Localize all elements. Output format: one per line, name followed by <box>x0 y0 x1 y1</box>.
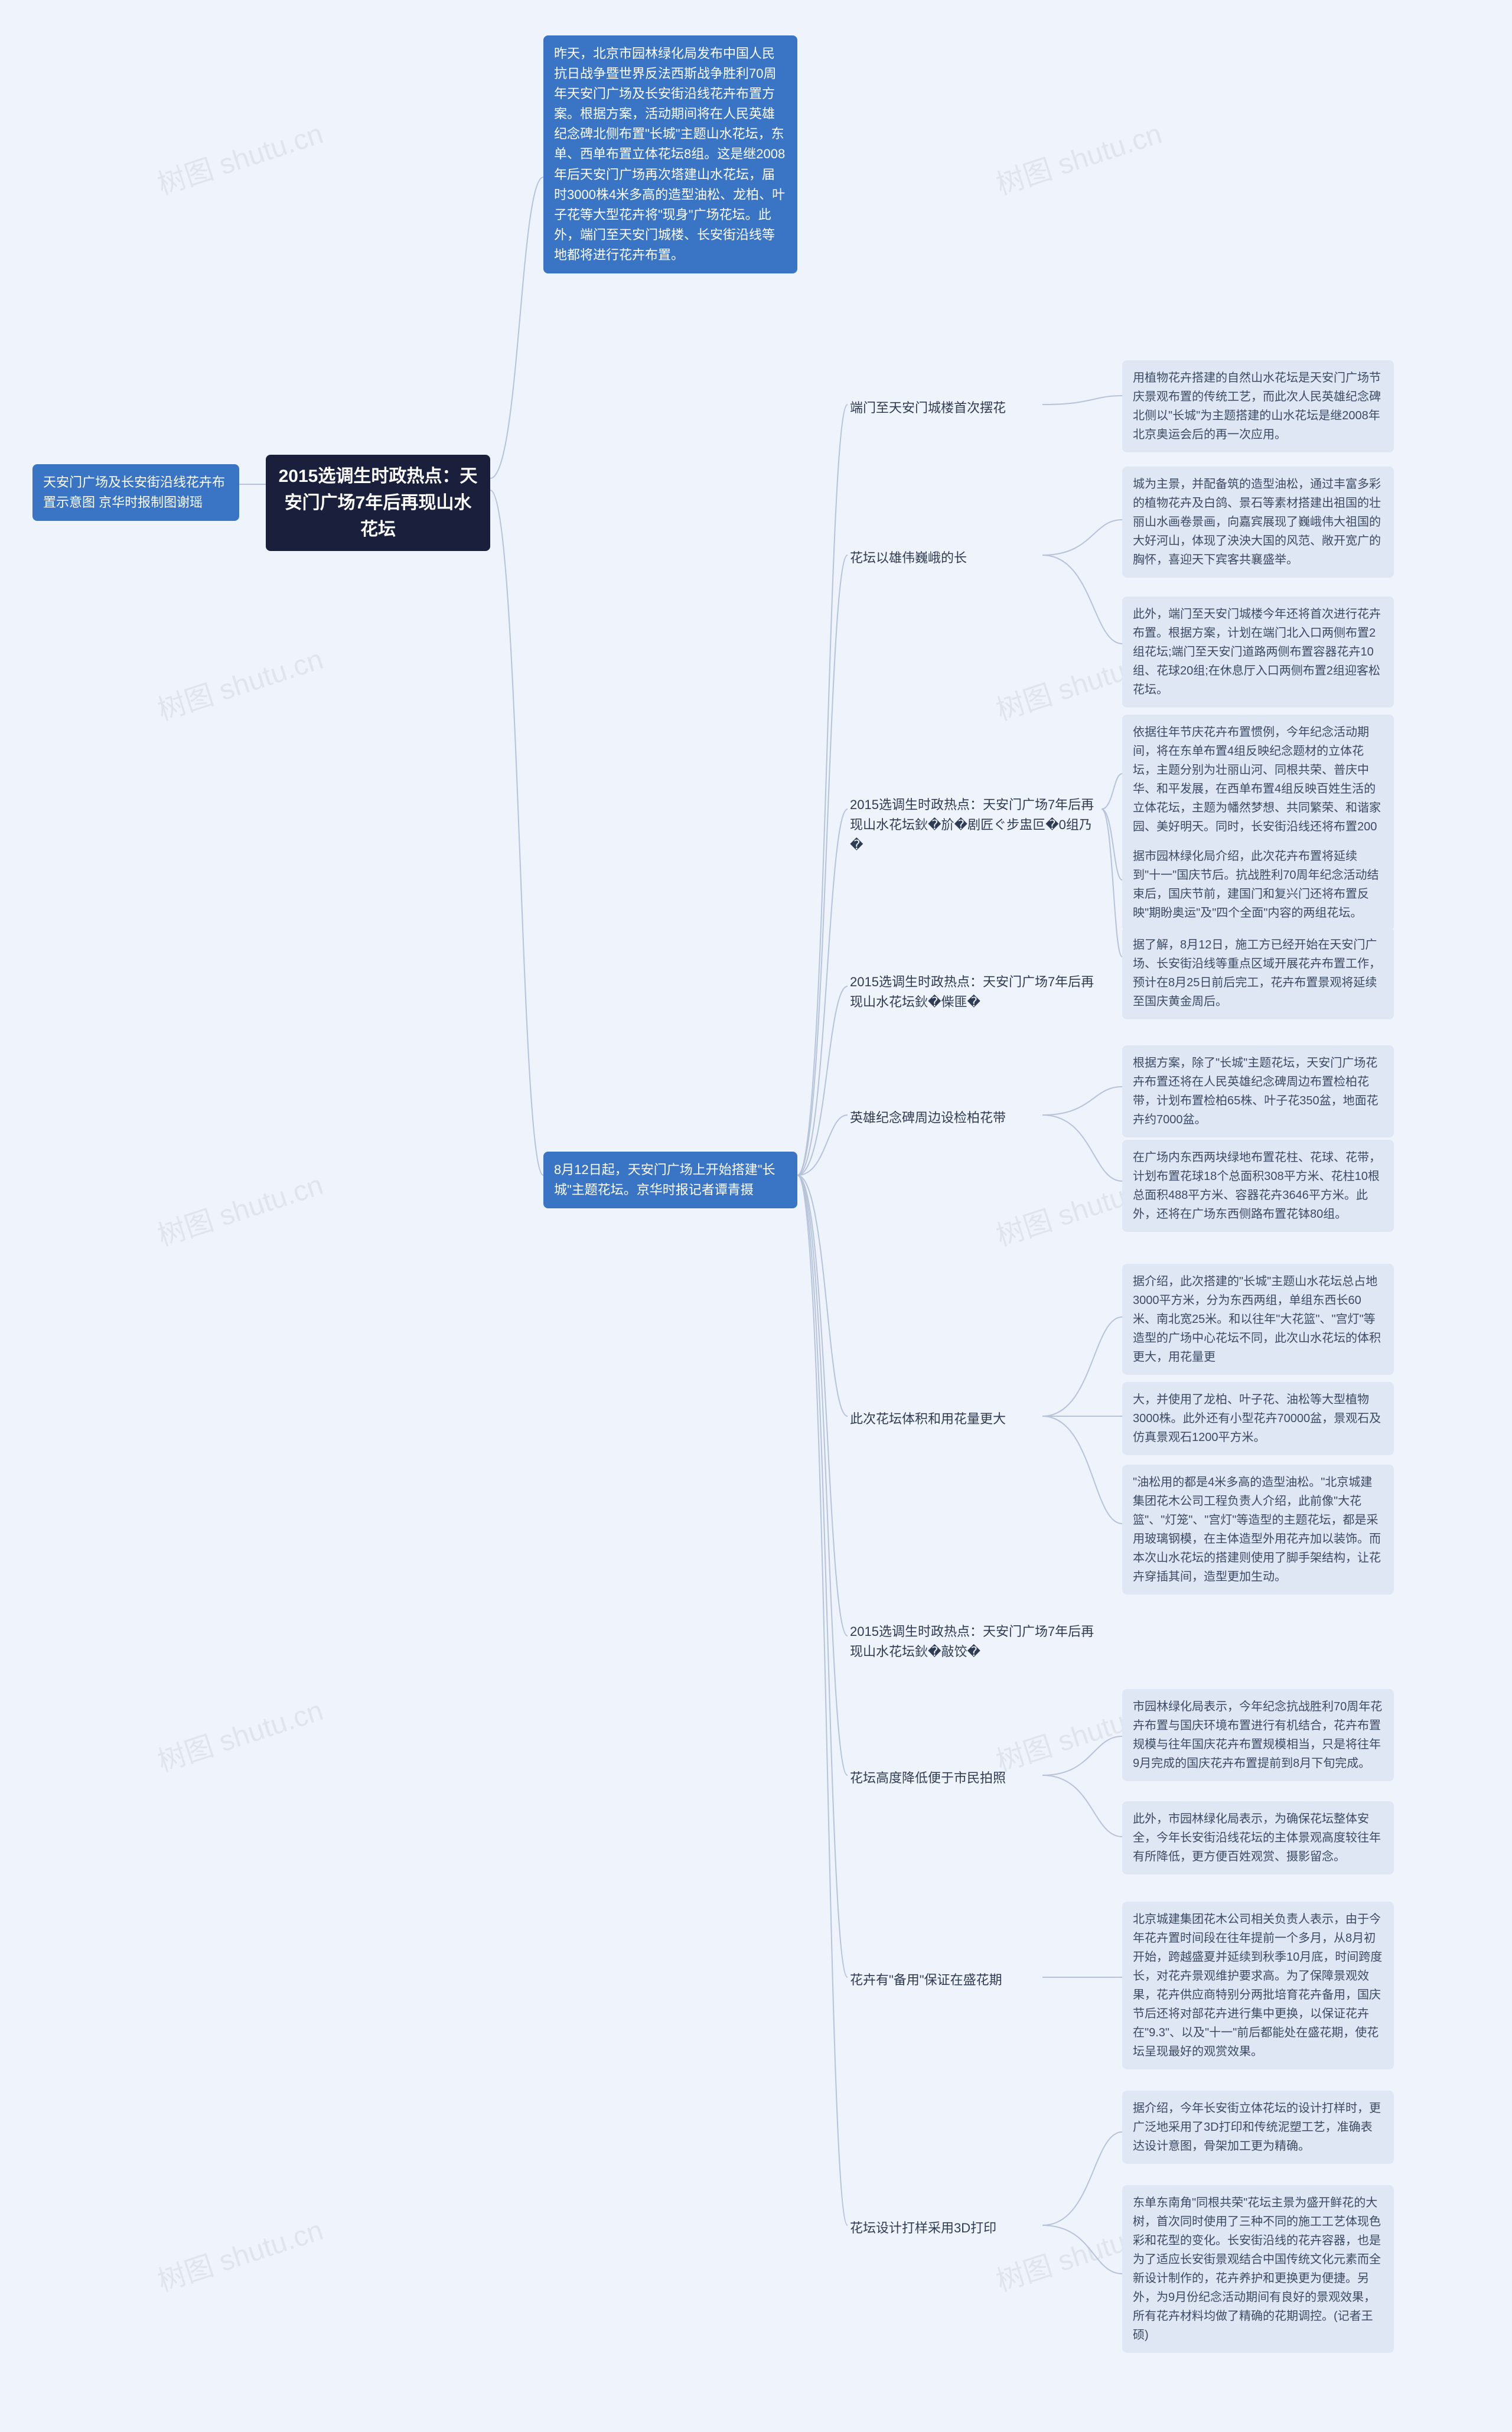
leaf-node[interactable]: 此外，端门至天安门城楼今年还将首次进行花卉布置。根据方案，计划在端门北入口两侧布… <box>1122 596 1394 708</box>
watermark: 树图 shutu.cn <box>151 1162 327 1254</box>
leaf-node[interactable]: 城为主景，并配备筑的造型油松，通过丰富多彩的植物花卉及白鸽、景石等素材搭建出祖国… <box>1122 467 1394 578</box>
leaf-node[interactable]: 据了解，8月12日，施工方已经开始在天安门广场、长安街沿线等重点区域开展花卉布置… <box>1122 927 1394 1019</box>
leaf-node[interactable]: "油松用的都是4米多高的造型油松。"北京城建集团花木公司工程负责人介绍，此前像"… <box>1122 1465 1394 1595</box>
leaf-node[interactable]: 据市园林绿化局介绍，此次花卉布置将延续到"十一"国庆节后。抗战胜利70周年纪念活… <box>1122 839 1394 931</box>
branch-label[interactable]: 花卉有"备用"保证在盛花期 <box>848 1967 1042 1994</box>
watermark: 树图 shutu.cn <box>990 110 1166 203</box>
main-branch-node[interactable]: 8月12日起，天安门广场上开始搭建"长城"主题花坛。京华时报记者谭青摄 <box>543 1152 797 1208</box>
leaf-node[interactable]: 市园林绿化局表示，今年纪念抗战胜利70周年花卉布置与国庆环境布置进行有机结合，花… <box>1122 1689 1394 1781</box>
branch-label[interactable]: 2015选调生时政热点：天安门广场7年后再现山水花坛鈥�偨匪� <box>848 969 1102 1016</box>
branch-label[interactable]: 2015选调生时政热点：天安门广场7年后再现山水花坛鈥�斺�剧匠ぐ步盅叵�0组乃… <box>848 791 1102 859</box>
branch-label[interactable]: 此次花坛体积和用花量更大 <box>848 1406 1042 1433</box>
branch-label[interactable]: 花坛高度降低便于市民拍照 <box>848 1765 1042 1792</box>
watermark: 树图 shutu.cn <box>151 1687 327 1779</box>
branch-label[interactable]: 2015选调生时政热点：天安门广场7年后再现山水花坛鈥�敲饺� <box>848 1618 1102 1665</box>
watermark: 树图 shutu.cn <box>151 636 327 728</box>
leaf-node[interactable]: 根据方案，除了"长城"主题花坛，天安门广场花卉布置还将在人民英雄纪念碑周边布置检… <box>1122 1045 1394 1137</box>
branch-label[interactable]: 花坛以雄伟巍峨的长 <box>848 545 1042 572</box>
watermark: 树图 shutu.cn <box>151 2207 327 2299</box>
leaf-node[interactable]: 东单东南角"同根共荣"花坛主景为盛开鲜花的大树，首次同时使用了三种不同的施工工艺… <box>1122 2185 1394 2353</box>
root-node[interactable]: 2015选调生时政热点：天安门广场7年后再现山水花坛 <box>266 455 490 551</box>
branch-label[interactable]: 端门至天安门城楼首次摆花 <box>848 395 1042 422</box>
left-caption-node[interactable]: 天安门广场及长安街沿线花卉布置示意图 京华时报制图谢瑶 <box>32 464 239 521</box>
leaf-node[interactable]: 在广场内东西两块绿地布置花柱、花球、花带，计划布置花球18个总面积308平方米、… <box>1122 1140 1394 1232</box>
intro-node[interactable]: 昨天，北京市园林绿化局发布中国人民抗日战争暨世界反法西斯战争胜利70周年天安门广… <box>543 35 797 273</box>
watermark: 树图 shutu.cn <box>151 110 327 203</box>
leaf-node[interactable]: 据介绍，今年长安街立体花坛的设计打样时，更广泛地采用了3D打印和传统泥塑工艺，准… <box>1122 2091 1394 2164</box>
leaf-node[interactable]: 据介绍，此次搭建的"长城"主题山水花坛总占地3000平方米，分为东西两组，单组东… <box>1122 1264 1394 1375</box>
leaf-node[interactable]: 大，并使用了龙柏、叶子花、油松等大型植物3000株。此外还有小型花卉70000盆… <box>1122 1382 1394 1455</box>
branch-label[interactable]: 英雄纪念碑周边设检柏花带 <box>848 1104 1042 1132</box>
branch-label[interactable]: 花坛设计打样采用3D打印 <box>848 2215 1042 2242</box>
leaf-node[interactable]: 用植物花卉搭建的自然山水花坛是天安门广场节庆景观布置的传统工艺，而此次人民英雄纪… <box>1122 360 1394 452</box>
leaf-node[interactable]: 此外，市园林绿化局表示，为确保花坛整体安全，今年长安街沿线花坛的主体景观高度较往… <box>1122 1801 1394 1874</box>
leaf-node[interactable]: 北京城建集团花木公司相关负责人表示，由于今年花卉置时间段在往年提前一个多月，从8… <box>1122 1902 1394 2069</box>
